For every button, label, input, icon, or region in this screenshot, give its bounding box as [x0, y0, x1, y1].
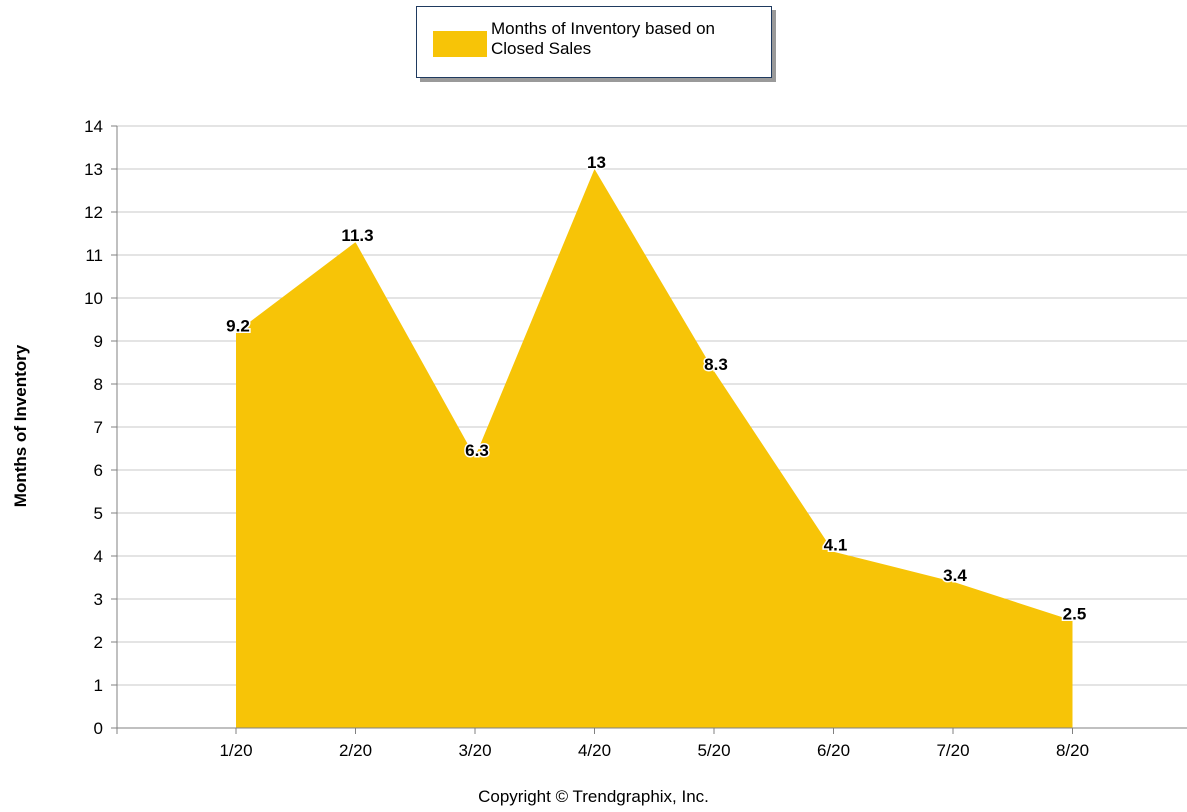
data-point — [1072, 620, 1073, 621]
x-tick-label: 2/20 — [339, 741, 372, 760]
data-point — [235, 331, 237, 333]
data-label: 4.1 — [824, 536, 848, 555]
series-area — [235, 168, 1073, 728]
legend-swatch — [433, 31, 487, 57]
legend-label: Months of Inventory based on Closed Sale… — [491, 19, 715, 58]
y-tick-label: 8 — [94, 375, 103, 394]
data-label: 3.4 — [943, 566, 967, 585]
data-point — [952, 581, 954, 583]
y-tick-label: 2 — [94, 633, 103, 652]
legend: Months of Inventory based on Closed Sale… — [416, 6, 772, 78]
data-labels: 9.2 11.3 6.3 13 8.3 4.1 3.4 2.5 — [225, 152, 1088, 626]
x-tick-label: 3/20 — [458, 741, 491, 760]
data-point — [355, 241, 356, 243]
y-tick-label: 0 — [94, 719, 103, 738]
x-tick-label: 4/20 — [578, 741, 611, 760]
data-point — [474, 456, 476, 458]
data-point — [833, 551, 834, 553]
data-point — [594, 168, 595, 170]
data-label: 6.3 — [465, 441, 489, 460]
y-tick-label: 12 — [84, 203, 103, 222]
y-tick-label: 9 — [94, 332, 103, 351]
data-label: 9.2 — [226, 316, 250, 335]
x-tick-label: 6/20 — [817, 741, 850, 760]
data-label: 13 — [587, 153, 606, 172]
data-label: 8.3 — [704, 355, 728, 374]
x-tick-label: 7/20 — [936, 741, 969, 760]
y-tick-label: 11 — [85, 246, 103, 265]
data-point — [713, 370, 715, 372]
data-label: 11.3 — [341, 226, 373, 245]
copyright-text: Copyright © Trendgraphix, Inc. — [478, 787, 709, 806]
y-tick-label: 14 — [84, 117, 103, 136]
y-tick-label: 3 — [94, 590, 103, 609]
y-tick-label: 13 — [84, 160, 103, 179]
y-axis-title: Months of Inventory — [11, 344, 30, 507]
y-tick-label: 5 — [94, 504, 103, 523]
x-tick-label: 8/20 — [1056, 741, 1089, 760]
y-tick-label: 6 — [94, 461, 103, 480]
y-tick-label: 4 — [94, 547, 103, 566]
x-tick-label: 1/20 — [219, 741, 252, 760]
area-fill — [236, 169, 1073, 728]
y-tick-label: 10 — [84, 289, 103, 308]
y-tick-label: 1 — [94, 676, 103, 695]
x-tick-label: 5/20 — [697, 741, 730, 760]
y-tick-label: 7 — [94, 418, 103, 437]
data-label: 2.5 — [1063, 605, 1087, 624]
